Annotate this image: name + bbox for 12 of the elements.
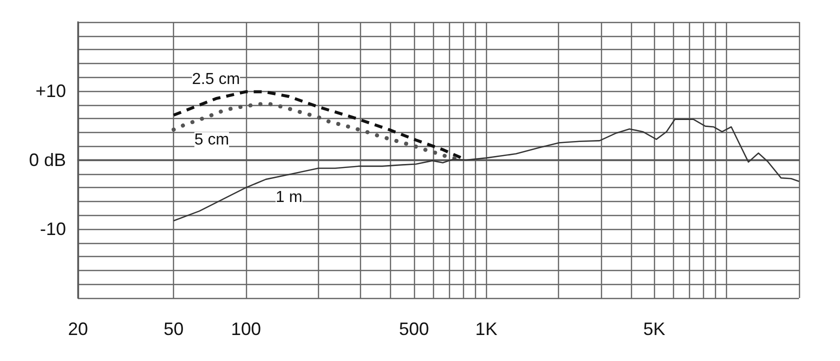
x-tick-label: 20	[68, 319, 88, 339]
y-tick-label: -10	[40, 219, 66, 239]
x-tick-label: 500	[398, 319, 429, 339]
x-tick-label: 100	[230, 319, 262, 339]
series-label: 2.5 cm	[192, 71, 240, 88]
x-tick-label: 50	[164, 319, 184, 339]
y-tick-label: +10	[35, 81, 66, 101]
series-label: 5 cm	[194, 132, 230, 149]
x-tick-label: 5K	[643, 319, 666, 339]
series-label: 1 m	[276, 188, 302, 206]
y-tick-label: 0 dB	[28, 150, 66, 170]
x-tick-label: 1K	[475, 319, 498, 339]
